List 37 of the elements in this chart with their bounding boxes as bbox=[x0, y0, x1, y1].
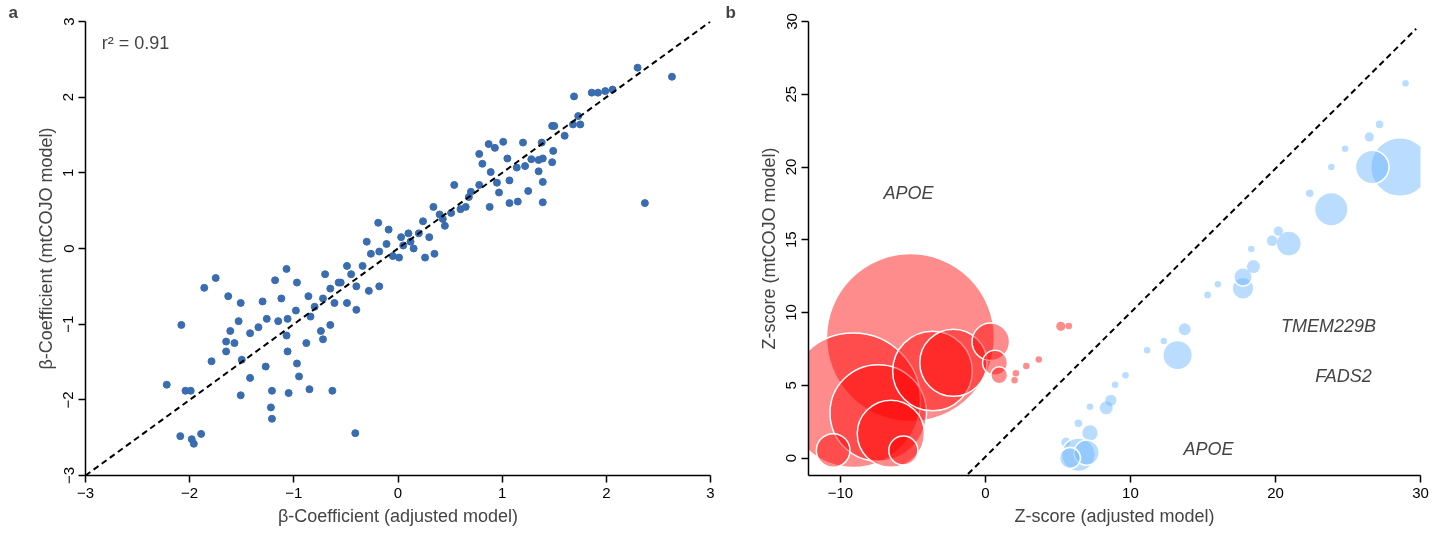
x-tick-label: 20 bbox=[1267, 483, 1284, 501]
annotation: APOE bbox=[1182, 438, 1235, 459]
y-tick-label: 15 bbox=[782, 231, 800, 249]
y-tick-label: −1 bbox=[59, 315, 77, 333]
y-axis-title: β-Coefficient (mtCOJO model) bbox=[35, 127, 56, 370]
y-tick-label: 0 bbox=[782, 453, 800, 463]
x-tick-label: 30 bbox=[1412, 483, 1429, 501]
chart-title: a bbox=[8, 2, 19, 22]
annotation: APOE bbox=[882, 182, 935, 203]
x-tick-label: 10 bbox=[1122, 483, 1139, 501]
annotation: FADS2 bbox=[1315, 365, 1372, 386]
y-tick-label: −2 bbox=[59, 391, 77, 409]
chart-title: b bbox=[725, 2, 736, 22]
y-tick-label: 3 bbox=[59, 17, 77, 26]
y-tick-label: −3 bbox=[59, 466, 77, 485]
x-tick-label: 2 bbox=[602, 483, 611, 501]
x-tick-label: −1 bbox=[285, 483, 303, 501]
x-tick-label: −3 bbox=[76, 483, 95, 501]
x-tick-label: 0 bbox=[393, 483, 403, 501]
x-axis-title: Z-score (adjusted model) bbox=[1014, 505, 1215, 526]
x-tick-label: −10 bbox=[827, 483, 854, 501]
x-tick-label: −2 bbox=[181, 483, 199, 501]
y-tick-label: 30 bbox=[782, 13, 800, 30]
y-tick-label: 0 bbox=[59, 244, 77, 253]
y-tick-label: 10 bbox=[782, 304, 800, 321]
y-tick-label: 2 bbox=[59, 92, 77, 102]
y-tick-label: 25 bbox=[782, 85, 800, 103]
y-tick-label: 5 bbox=[782, 381, 800, 390]
annotation: TMEM229B bbox=[1280, 315, 1377, 336]
x-tick-label: 0 bbox=[981, 483, 990, 501]
x-axis-title: β-Coefficient (adjusted model) bbox=[277, 505, 519, 526]
y-tick-label: 1 bbox=[59, 168, 77, 177]
x-tick-label: 1 bbox=[498, 483, 507, 501]
y-axis-title: Z-score (mtCOJO model) bbox=[758, 147, 779, 350]
y-tick-label: 20 bbox=[782, 158, 800, 176]
annotation: r² = 0.91 bbox=[101, 32, 170, 53]
x-tick-label: 3 bbox=[706, 483, 715, 501]
